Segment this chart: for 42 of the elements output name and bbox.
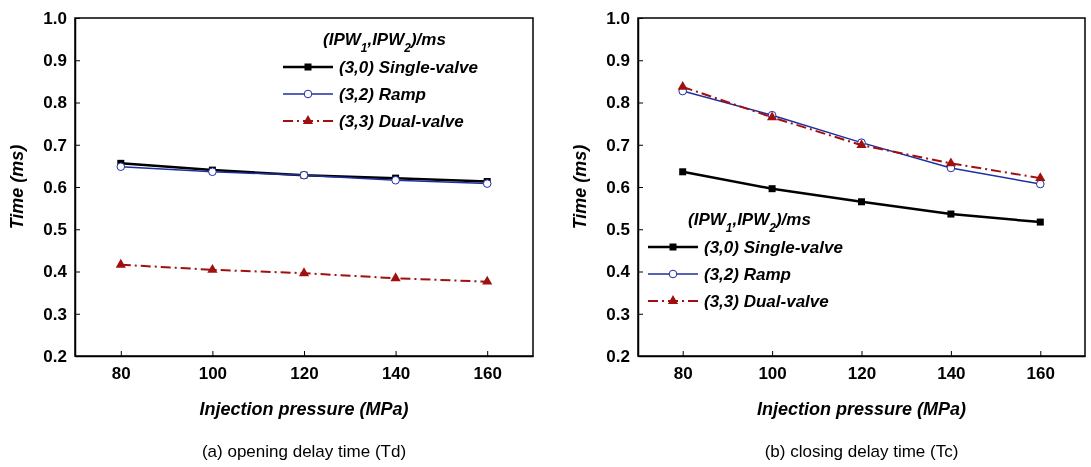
legend-title: (IPW$_{1}$,IPW$_{2}$)/ms — [688, 210, 811, 235]
y-tick-label: 0.4 — [43, 262, 68, 282]
y-tick-label: 0.3 — [606, 304, 630, 324]
x-tick-label: 160 — [1026, 364, 1055, 384]
y-tick-label: 0.8 — [43, 93, 67, 113]
y-tick-label: 0.7 — [606, 135, 630, 155]
legend-label: (3,3) Dual-valve — [339, 112, 464, 131]
legend-label: (3,2) Ramp — [704, 265, 791, 284]
legend-label: (3,3) Dual-valve — [704, 292, 829, 311]
y-tick-label: 0.9 — [43, 51, 67, 71]
y-tick-label: 0.2 — [606, 346, 630, 366]
x-tick-label: 120 — [290, 364, 319, 384]
y-tick-label: 1.0 — [43, 8, 67, 28]
x-tick-label: 120 — [847, 364, 877, 384]
x-tick-label: 160 — [473, 364, 502, 384]
y-tick-label: 0.4 — [606, 262, 631, 282]
legend-label: (3,2) Ramp — [339, 85, 426, 104]
legend-label: (3,0) Single-valve — [339, 58, 478, 77]
x-tick-label: 100 — [758, 364, 787, 384]
legend-label: (3,0) Single-valve — [704, 238, 843, 257]
y-tick-label: 0.3 — [43, 304, 67, 324]
y-tick-label: 0.9 — [606, 51, 630, 71]
x-axis-title: Injection pressure (MPa) — [199, 399, 409, 419]
y-axis-title: Time (ms) — [7, 144, 27, 230]
y-axis-title: Time (ms) — [570, 144, 590, 230]
y-tick-label: 0.6 — [606, 177, 630, 197]
y-tick-label: 0.6 — [43, 177, 67, 197]
text: (a) opening delay time (Td) — [201, 442, 407, 461]
y-tick-label: 0.7 — [43, 135, 67, 155]
y-tick-label: 0.8 — [606, 93, 630, 113]
text: (b) closing delay time (Tc) — [764, 442, 959, 461]
x-tick-label: 100 — [198, 364, 228, 384]
y-tick-label: 0.2 — [43, 346, 67, 366]
y-tick-label: 0.5 — [606, 220, 630, 240]
legend-title: (IPW$_{1}$,IPW$_{2}$)/ms — [323, 30, 446, 55]
x-tick-label: 80 — [673, 364, 693, 384]
x-axis-title: Injection pressure (MPa) — [756, 399, 967, 419]
x-tick-label: 140 — [381, 364, 411, 384]
x-tick-label: 140 — [937, 364, 966, 384]
y-tick-label: 1.0 — [606, 8, 630, 28]
x-tick-label: 80 — [111, 364, 131, 384]
y-tick-label: 0.5 — [43, 220, 67, 240]
